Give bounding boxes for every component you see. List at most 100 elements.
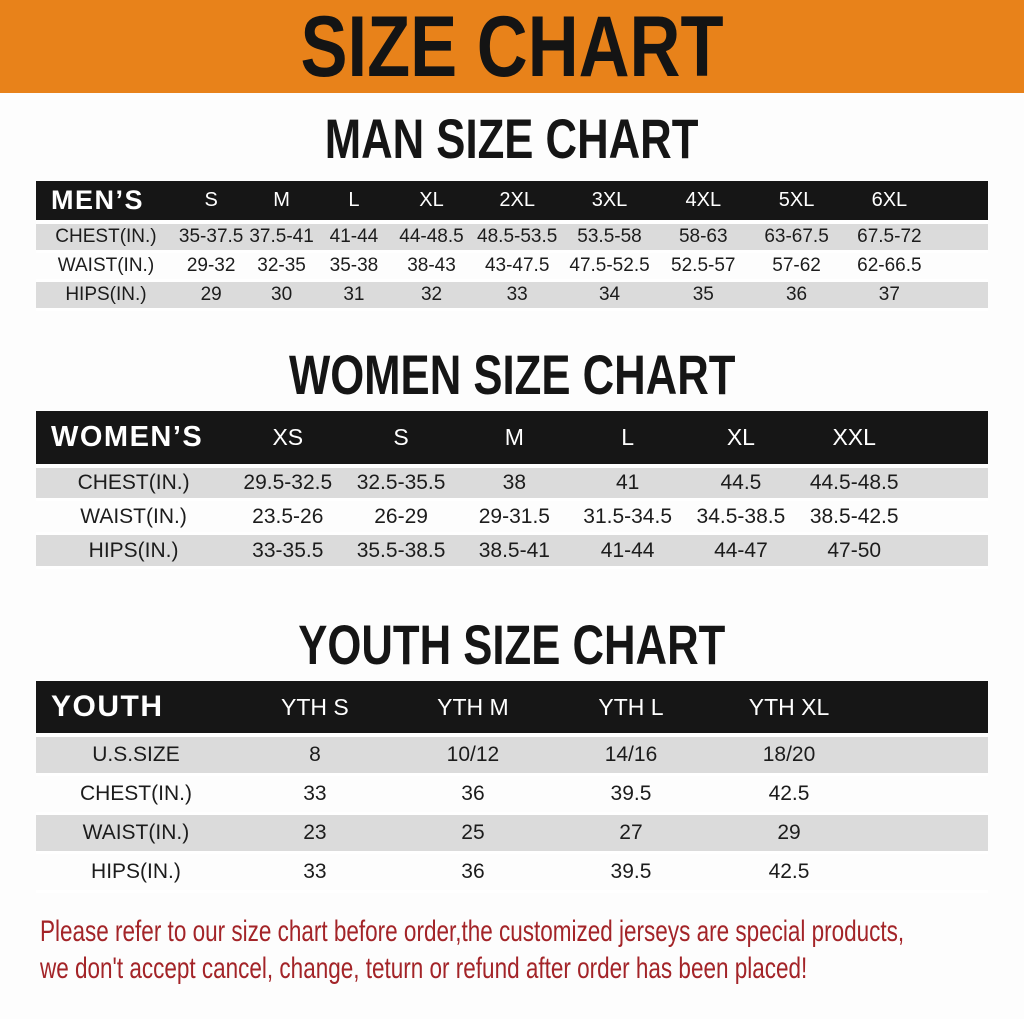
table-cell: 38: [457, 465, 571, 501]
table-cell: 48.5-53.5: [471, 222, 563, 253]
spacer-cell: [935, 251, 988, 282]
table-cell: 52.5-57: [656, 251, 750, 282]
table-cell: 35-37.5: [175, 222, 247, 253]
table-cell: 37.5-41: [246, 222, 317, 253]
disclaimer-line-2: we don't accept cancel, change, teturn o…: [40, 951, 808, 985]
table-cell: 58-63: [656, 222, 750, 253]
men-section-heading-text: MAN SIZE CHART: [325, 107, 699, 170]
column-header: XS: [231, 410, 345, 468]
spacer-cell: [935, 222, 988, 253]
disclaimer: Please refer to our size chart before or…: [40, 913, 1014, 987]
women-section-heading-text: WOMEN SIZE CHART: [288, 342, 736, 406]
table-cell: 32.5-35.5: [344, 465, 458, 501]
table-cell: 29-31.5: [457, 499, 571, 535]
table-row: WAIST(IN.) 23 25 27 29: [36, 813, 988, 854]
table-cell: 41-44: [571, 533, 685, 569]
table-cell: 43-47.5: [471, 251, 563, 282]
table-cell: 44-48.5: [391, 222, 472, 253]
table-cell: 29: [175, 280, 247, 311]
women-size-table: WOMEN’S XS S M L XL XXL CHEST(IN.) 29.5-…: [36, 410, 988, 569]
spacer-cell: [910, 465, 988, 501]
table-cell: 42.5: [710, 774, 869, 815]
table-row: HIPS(IN.) 33 36 39.5 42.5: [36, 852, 988, 893]
column-header: YTH S: [235, 681, 394, 737]
table-cell: 10/12: [393, 735, 552, 776]
spacer-cell: [910, 499, 988, 535]
column-header: XL: [684, 410, 798, 468]
size-chart-page: SIZE CHART MAN SIZE CHART MEN’S S M L XL…: [0, 0, 1024, 987]
table-cell: 33: [235, 774, 394, 815]
table-cell: 67.5-72: [843, 222, 936, 253]
table-row: CHEST(IN.) 35-37.5 37.5-41 41-44 44-48.5…: [36, 222, 988, 253]
table-cell: 57-62: [749, 251, 844, 282]
table-cell: 44.5-48.5: [797, 465, 911, 501]
row-label: CHEST(IN.): [36, 465, 232, 501]
table-row: U.S.SIZE 8 10/12 14/16 18/20: [36, 735, 988, 776]
column-header: 2XL: [471, 181, 563, 224]
column-header: XXL: [797, 410, 911, 468]
table-cell: 62-66.5: [843, 251, 936, 282]
column-header: XL: [391, 181, 472, 224]
table-cell: 36: [393, 852, 552, 893]
table-cell: 38.5-42.5: [797, 499, 911, 535]
table-cell: 36: [393, 774, 552, 815]
youth-table-label: YOUTH: [36, 681, 236, 737]
table-cell: 31: [316, 280, 392, 311]
row-label: WAIST(IN.): [36, 251, 176, 282]
table-cell: 29.5-32.5: [231, 465, 345, 501]
table-header-row: WOMEN’S XS S M L XL XXL: [36, 410, 988, 468]
youth-size-table: YOUTH YTH S YTH M YTH L YTH XL U.S.SIZE …: [36, 681, 988, 893]
table-cell: 18/20: [710, 735, 869, 776]
table-cell: 29: [710, 813, 869, 854]
column-header: YTH L: [551, 681, 710, 737]
row-label: HIPS(IN.): [36, 280, 176, 311]
table-cell: 53.5-58: [562, 222, 657, 253]
table-cell: 14/16: [551, 735, 710, 776]
table-cell: 44.5: [684, 465, 798, 501]
table-header-row: YOUTH YTH S YTH M YTH L YTH XL: [36, 681, 988, 737]
men-size-chart-section: MAN SIZE CHART MEN’S S M L XL 2XL 3XL 4X…: [0, 93, 1024, 311]
spacer-cell: [868, 681, 988, 737]
spacer-cell: [868, 813, 988, 854]
column-header: YTH M: [393, 681, 552, 737]
table-cell: 35-38: [316, 251, 392, 282]
table-row: CHEST(IN.) 29.5-32.5 32.5-35.5 38 41 44.…: [36, 465, 988, 501]
table-cell: 32: [391, 280, 472, 311]
youth-section-heading: YOUTH SIZE CHART: [0, 617, 1024, 673]
table-cell: 47.5-52.5: [562, 251, 657, 282]
table-cell: 31.5-34.5: [571, 499, 685, 535]
table-cell: 27: [551, 813, 710, 854]
table-cell: 41-44: [316, 222, 392, 253]
spacer-cell: [868, 852, 988, 893]
spacer-cell: [868, 735, 988, 776]
men-table-label: MEN’S: [36, 181, 176, 224]
row-label: U.S.SIZE: [36, 735, 236, 776]
table-cell: 47-50: [797, 533, 911, 569]
column-header: 3XL: [562, 181, 657, 224]
disclaimer-line-1: Please refer to our size chart before or…: [40, 914, 905, 948]
table-cell: 38-43: [391, 251, 472, 282]
spacer-cell: [910, 533, 988, 569]
table-cell: 34.5-38.5: [684, 499, 798, 535]
table-row: HIPS(IN.) 33-35.5 35.5-38.5 38.5-41 41-4…: [36, 533, 988, 569]
column-header: 5XL: [749, 181, 844, 224]
table-cell: 33: [235, 852, 394, 893]
table-row: WAIST(IN.) 23.5-26 26-29 29-31.5 31.5-34…: [36, 499, 988, 535]
column-header: S: [344, 410, 458, 468]
column-header: 6XL: [843, 181, 936, 224]
page-title: SIZE CHART: [300, 0, 724, 95]
table-cell: 23: [235, 813, 394, 854]
women-size-chart-section: WOMEN SIZE CHART WOMEN’S XS S M L XL XXL: [0, 311, 1024, 569]
column-header: 4XL: [656, 181, 750, 224]
table-cell: 44-47: [684, 533, 798, 569]
spacer-cell: [910, 410, 988, 468]
table-cell: 35: [656, 280, 750, 311]
spacer-cell: [935, 280, 988, 311]
spacer-cell: [868, 774, 988, 815]
spacer-cell: [935, 181, 988, 224]
table-cell: 35.5-38.5: [344, 533, 458, 569]
table-row: HIPS(IN.) 29 30 31 32 33 34 35 36 37: [36, 280, 988, 311]
table-cell: 39.5: [551, 852, 710, 893]
table-cell: 36: [749, 280, 844, 311]
row-label: WAIST(IN.): [36, 499, 232, 535]
